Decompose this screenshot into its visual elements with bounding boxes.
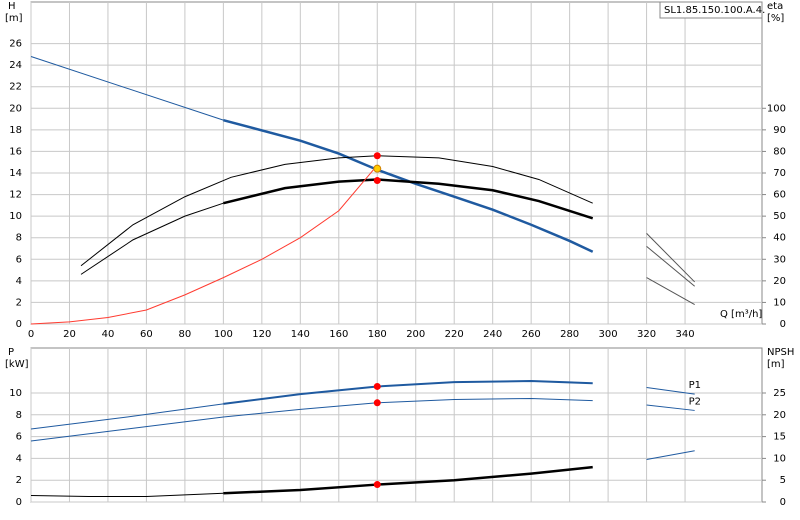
y-tick-label: 24 [9, 60, 22, 71]
curve [30, 169, 374, 325]
x-tick-label: 80 [179, 329, 192, 340]
y-tick-label: 2 [16, 297, 22, 308]
y2-tick-label: 10 [773, 297, 786, 308]
y-tick-label: 6 [16, 432, 22, 443]
y-tick-label: 2 [16, 475, 22, 486]
y-tick-label: 12 [9, 190, 22, 201]
y-tick-label: 18 [9, 125, 22, 136]
y2-tick-label: 100 [767, 103, 786, 114]
curve [223, 118, 594, 253]
y2-tick-label: 80 [773, 146, 786, 157]
y-label: H [8, 1, 16, 12]
y2-tick-label: 90 [773, 125, 786, 136]
y2-tick-label: 40 [773, 233, 786, 244]
curve [80, 155, 593, 267]
x-tick-label: 60 [140, 329, 153, 340]
bottom-frame [30, 347, 763, 503]
x-tick-label: 300 [599, 329, 618, 340]
operating-point [373, 177, 381, 185]
y2-tick-label: 0 [780, 497, 786, 508]
curve [30, 56, 224, 121]
y2-tick-label: 30 [773, 254, 786, 265]
curve [646, 245, 695, 287]
x-tick-label: 40 [102, 329, 115, 340]
operating-point [373, 164, 382, 173]
y-tick-label: 10 [9, 388, 22, 399]
y2-tick-label: 60 [773, 190, 786, 201]
curve [646, 387, 695, 395]
x-label: Q [m³/h] [720, 309, 762, 320]
y-tick-label: 4 [16, 453, 22, 464]
y2-tick-label: 10 [773, 453, 786, 464]
y2-unit: [m] [767, 359, 785, 370]
y-tick-label: 16 [9, 146, 22, 157]
operating-point [373, 152, 381, 160]
y2-tick-label: 20 [773, 410, 786, 421]
x-tick-label: 160 [329, 329, 348, 340]
y-tick-label: 14 [9, 168, 22, 179]
curve [30, 403, 224, 430]
x-tick-label: 260 [522, 329, 541, 340]
x-tick-label: 20 [63, 329, 76, 340]
x-tick-label: 120 [252, 329, 271, 340]
x-tick-label: 200 [406, 329, 425, 340]
y2-tick-label: 15 [773, 432, 786, 443]
x-tick-label: 240 [483, 329, 502, 340]
x-tick-label: 280 [560, 329, 579, 340]
curve [30, 492, 224, 498]
x-tick-label: 320 [637, 329, 656, 340]
curve [80, 202, 224, 275]
y2-label: eta [767, 1, 783, 12]
annotation-box [659, 1, 763, 19]
x-tick-label: 0 [28, 329, 34, 340]
x-tick-label: 140 [291, 329, 310, 340]
y-unit: [m] [5, 13, 23, 24]
x-tick-label: 100 [214, 329, 233, 340]
x-tick-label: 180 [368, 329, 387, 340]
y-label: P [8, 347, 14, 358]
y-tick-label: 10 [9, 211, 22, 222]
annotation: SL1.85.150.100.A.4. [664, 5, 765, 16]
y2-tick-label: 70 [773, 168, 786, 179]
y-tick-label: 8 [16, 233, 22, 244]
y-tick-label: 4 [16, 276, 22, 287]
operating-point [373, 382, 381, 390]
y-tick-label: 8 [16, 410, 22, 421]
curve [223, 178, 594, 220]
y-tick-label: 6 [16, 254, 22, 265]
series-label: P1 [689, 380, 701, 391]
y-tick-label: 20 [9, 103, 22, 114]
operating-point [373, 399, 381, 407]
y-tick-label: 0 [16, 497, 22, 508]
y2-tick-label: 50 [773, 211, 786, 222]
y2-label: NPSH [767, 347, 794, 358]
y-tick-label: 22 [9, 82, 22, 93]
curve [646, 233, 696, 283]
y2-tick-label: 0 [780, 319, 786, 330]
y2-unit: [%] [767, 13, 784, 24]
curve [646, 277, 695, 306]
curve [223, 380, 593, 405]
y-tick-label: 26 [9, 39, 22, 50]
x-tick-label: 340 [676, 329, 695, 340]
curve [223, 465, 593, 495]
y2-tick-label: 25 [773, 388, 786, 399]
curve [646, 404, 695, 411]
curve [646, 450, 695, 460]
series-label: P2 [689, 396, 701, 407]
y2-tick-label: 5 [780, 475, 786, 486]
x-tick-label: 220 [445, 329, 464, 340]
y-unit: [kW] [5, 359, 29, 370]
curve [30, 397, 593, 442]
y2-tick-label: 20 [773, 276, 786, 287]
y-tick-label: 0 [16, 319, 22, 330]
top-frame [30, 1, 763, 325]
operating-point [373, 481, 381, 489]
